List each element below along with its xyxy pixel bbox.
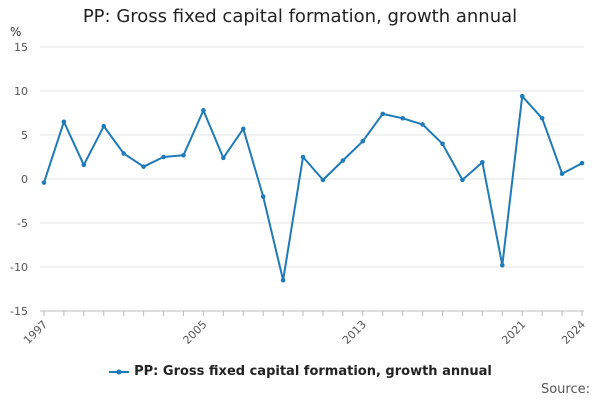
data-point[interactable]: [280, 277, 286, 283]
series-line: [43, 95, 583, 282]
data-point[interactable]: [500, 262, 505, 268]
gridlines: [40, 46, 584, 312]
y-tick-label: -5: [17, 217, 28, 230]
x-tick-labels: 1997 2005 2013 2021 2024: [21, 318, 588, 347]
y-axis-unit-label: %: [10, 25, 21, 39]
data-point[interactable]: [81, 162, 87, 168]
y-tick-label: 0: [21, 173, 28, 186]
data-point[interactable]: [240, 126, 246, 132]
data-point[interactable]: [360, 138, 366, 144]
y-tick-label: 5: [21, 129, 28, 142]
data-point[interactable]: [380, 111, 386, 117]
y-tick-label: 10: [14, 85, 28, 98]
data-point[interactable]: [320, 177, 326, 183]
legend-label: PP: Gross fixed capital formation, growt…: [134, 364, 492, 379]
data-point[interactable]: [519, 93, 525, 99]
y-tick-label: 15: [14, 41, 28, 54]
data-point[interactable]: [61, 119, 67, 125]
data-point[interactable]: [480, 159, 485, 165]
x-tick-label: 2021: [499, 318, 528, 347]
y-tick-label: -15: [10, 305, 28, 318]
data-point[interactable]: [161, 154, 166, 160]
data-point[interactable]: [181, 152, 186, 158]
data-point[interactable]: [221, 155, 226, 161]
data-point[interactable]: [440, 141, 445, 147]
y-tick-labels: 15 10 5 0 -5 -10 -15: [10, 41, 28, 318]
x-tick-label: 2024: [559, 318, 588, 347]
source-label: Source:: [540, 382, 590, 397]
data-point[interactable]: [121, 151, 126, 156]
data-point[interactable]: [420, 122, 425, 127]
data-point[interactable]: [559, 171, 565, 177]
data-point[interactable]: [460, 177, 465, 183]
chart-title: PP: Gross fixed capital formation, growt…: [82, 6, 518, 27]
legend[interactable]: PP: Gross fixed capital formation, growt…: [0, 364, 600, 379]
data-point[interactable]: [260, 194, 266, 199]
x-tick-label: 2005: [181, 318, 210, 347]
legend-swatch-icon: [109, 369, 130, 374]
data-point[interactable]: [201, 108, 206, 113]
axes: [40, 310, 584, 316]
data-point[interactable]: [539, 115, 545, 121]
data-point[interactable]: [400, 115, 405, 121]
x-tick-label: 1997: [21, 318, 50, 347]
data-point[interactable]: [101, 123, 107, 129]
data-point[interactable]: [141, 164, 146, 169]
y-tick-label: -10: [10, 261, 28, 274]
data-series: [41, 93, 585, 283]
data-point[interactable]: [300, 154, 306, 160]
data-point[interactable]: [579, 160, 585, 166]
data-point[interactable]: [340, 158, 346, 163]
data-point[interactable]: [41, 180, 47, 185]
x-tick-label: 2013: [340, 318, 369, 347]
